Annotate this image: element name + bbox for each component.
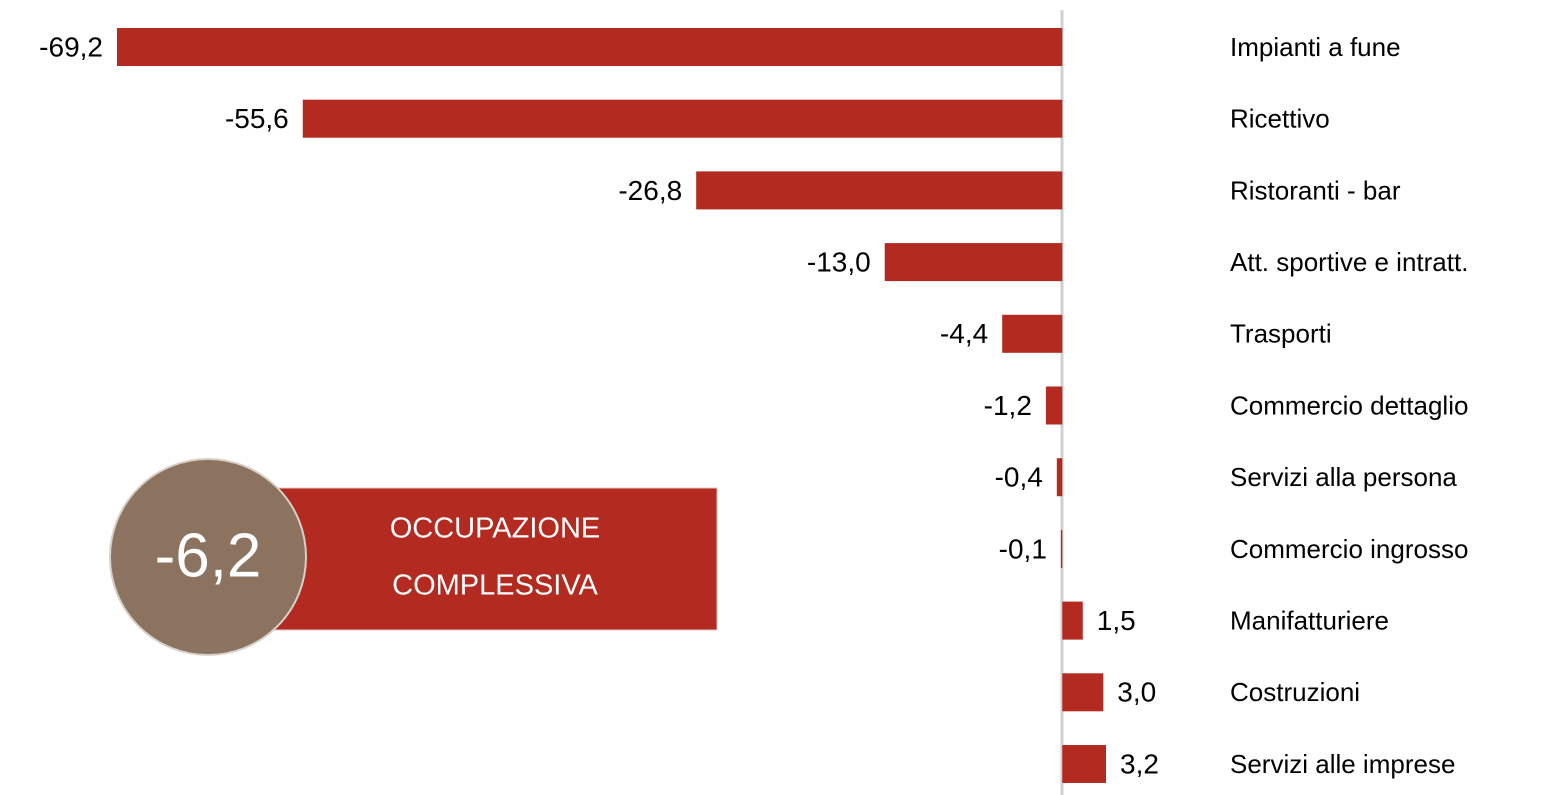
value-label: 3,0 [1117, 677, 1156, 708]
bar [1056, 458, 1063, 497]
category-label: Servizi alle imprese [1230, 749, 1455, 779]
callout-value: -6,2 [155, 521, 262, 590]
callout-box [261, 487, 718, 631]
bar [302, 99, 1063, 138]
callout-label: COMPLESSIVA [392, 570, 598, 602]
bar [1062, 601, 1083, 640]
value-label: -0,1 [999, 533, 1047, 564]
category-label: Commercio ingrosso [1230, 534, 1468, 564]
value-label: -1,2 [984, 390, 1032, 421]
callout-circle [109, 458, 307, 656]
category-label: Manifatturiere [1230, 605, 1389, 635]
bar [1060, 529, 1063, 568]
bar [1062, 745, 1106, 783]
category-label: Ristoranti - bar [1230, 175, 1401, 205]
callout-label: OCCUPAZIONE [390, 513, 601, 545]
value-label: -0,4 [995, 462, 1043, 493]
value-label: 3,2 [1120, 748, 1159, 779]
bar [696, 171, 1063, 210]
bar [1045, 386, 1063, 425]
bar [117, 28, 1063, 66]
value-label: -55,6 [225, 103, 289, 134]
category-label: Trasporti [1230, 319, 1332, 349]
category-label: Costruzioni [1230, 677, 1360, 707]
bar [1062, 673, 1104, 712]
bar [1002, 314, 1063, 353]
category-label: Att. sportive e intratt. [1230, 247, 1468, 277]
value-label: 1,5 [1097, 605, 1136, 636]
category-label: Servizi alla persona [1230, 462, 1457, 492]
value-label: -69,2 [39, 31, 103, 62]
category-label: Ricettivo [1230, 104, 1330, 134]
value-label: -26,8 [618, 175, 682, 206]
value-label: -13,0 [807, 246, 871, 277]
value-label: -4,4 [940, 318, 988, 349]
category-label: Impianti a fune [1230, 32, 1401, 62]
bar [884, 243, 1063, 282]
category-label: Commercio dettaglio [1230, 390, 1468, 420]
